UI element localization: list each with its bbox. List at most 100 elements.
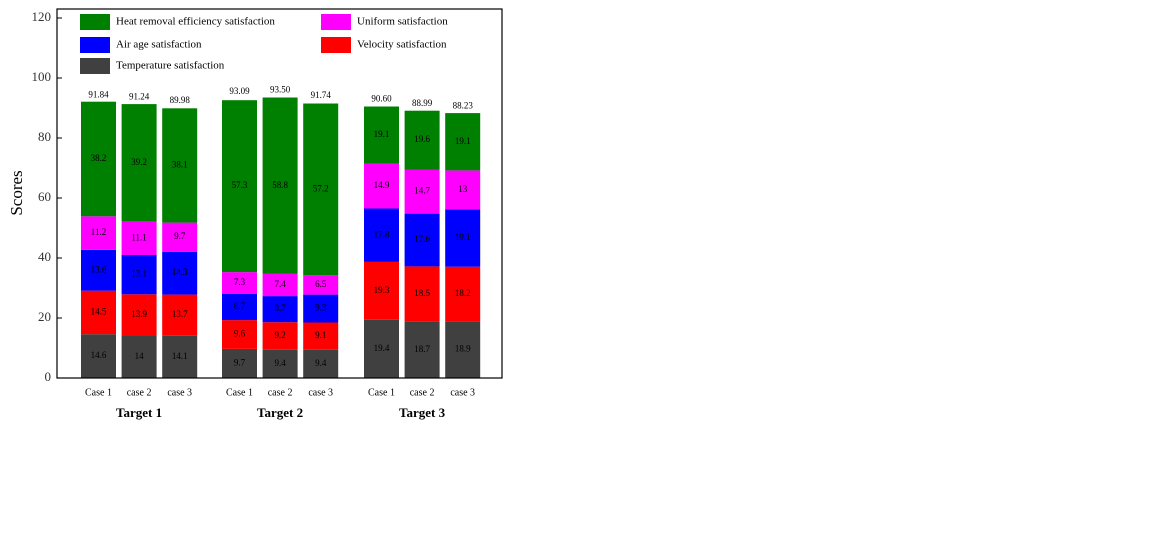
bar-segment — [262, 97, 298, 274]
bar-segment — [364, 163, 399, 209]
legend-label: Heat removal efficiency satisfaction — [116, 16, 275, 28]
segment-label: 9.3 — [315, 303, 327, 313]
bar-segment — [162, 294, 198, 336]
bar-segment — [404, 169, 440, 214]
y-tick-label: 0 — [45, 369, 52, 384]
segment-label: 9.7 — [234, 358, 246, 368]
y-axis-label: Scores — [7, 170, 26, 215]
segment-label: 13.6 — [91, 264, 107, 274]
x-tick-label: Case 1 — [85, 387, 112, 398]
group-label: Target 3 — [399, 405, 446, 420]
x-tick-label: case 2 — [127, 387, 152, 398]
segment-label: 7.3 — [234, 277, 246, 287]
segment-label: 18.2 — [455, 288, 471, 298]
segment-label: 13.1 — [131, 269, 147, 279]
bar-segment — [364, 261, 399, 320]
bar-segment — [81, 249, 116, 291]
legend-label: Temperature satisfaction — [116, 60, 225, 72]
segment-label: 39.2 — [131, 157, 147, 167]
legend-label: Velocity satisfaction — [357, 39, 447, 51]
total-label: 91.24 — [129, 91, 150, 101]
bar-segment — [303, 322, 339, 350]
segment-label: 17.6 — [414, 234, 430, 244]
segment-label: 14.7 — [414, 186, 430, 196]
bar-segment — [262, 296, 298, 323]
x-tick-label: case 3 — [308, 387, 333, 398]
bar-segment — [222, 294, 257, 321]
bar-segment — [364, 319, 399, 378]
y-tick-label: 40 — [38, 249, 51, 264]
segment-label: 19.4 — [374, 343, 390, 353]
x-tick-label: Case 1 — [226, 387, 253, 398]
x-tick-label: case 3 — [167, 387, 192, 398]
segment-label: 9.2 — [274, 330, 285, 340]
segment-label: 19.3 — [374, 285, 390, 295]
total-label: 91.84 — [88, 90, 109, 100]
segment-label: 9.7 — [174, 231, 186, 241]
bar-segment — [262, 273, 298, 297]
bar-segment — [222, 348, 257, 378]
segment-label: 7.4 — [274, 279, 286, 289]
x-tick-label: case 3 — [450, 387, 475, 398]
segment-label: 38.2 — [91, 153, 107, 163]
group-label: Target 2 — [257, 405, 303, 420]
bar-segment — [121, 294, 157, 336]
segment-label: 57.2 — [313, 183, 329, 193]
segment-label: 11.1 — [131, 232, 146, 242]
segment-label: 14.1 — [172, 351, 188, 361]
y-tick-label: 60 — [38, 189, 51, 204]
segment-label: 38.1 — [172, 160, 188, 170]
segment-label: 57.3 — [232, 180, 248, 190]
segment-label: 14.5 — [91, 307, 107, 317]
segment-label: 18.5 — [414, 288, 430, 298]
bar-segment — [81, 216, 116, 250]
group-label: Target 1 — [116, 405, 162, 420]
bar-segment — [222, 100, 257, 273]
segment-label: 14.9 — [374, 180, 390, 190]
bar-segment — [404, 213, 440, 267]
bar-segment — [445, 321, 481, 378]
total-label: 93.50 — [270, 85, 291, 95]
bar-segment — [121, 255, 157, 295]
segment-label: 13.7 — [172, 309, 188, 319]
legend-label: Air age satisfaction — [116, 39, 202, 51]
y-tick-label: 100 — [32, 69, 52, 84]
bar-segment — [303, 275, 339, 295]
x-tick-label: case 2 — [410, 387, 435, 398]
bar-segment — [404, 321, 440, 378]
segment-label: 19.1 — [374, 129, 390, 139]
bar-segment — [222, 320, 257, 349]
bar-segment — [404, 110, 440, 170]
segment-label: 58.8 — [272, 180, 288, 190]
segment-label: 18.7 — [414, 344, 430, 354]
bar-segment — [121, 336, 157, 378]
legend-swatch — [321, 37, 351, 53]
bar-segment — [81, 290, 116, 335]
bar-segment — [445, 113, 481, 171]
bar-segment — [121, 104, 157, 222]
bar-segment — [162, 108, 198, 223]
bar-segment — [445, 170, 481, 210]
bar-segment — [364, 208, 399, 262]
bar-segment — [445, 209, 481, 267]
total-label: 91.74 — [311, 90, 332, 100]
segment-label: 17.8 — [374, 229, 390, 239]
segment-label: 18.9 — [455, 344, 471, 354]
y-tick-label: 80 — [38, 129, 51, 144]
total-label: 89.98 — [170, 95, 191, 105]
segment-label: 8.7 — [234, 301, 246, 311]
segment-label: 9.4 — [315, 358, 327, 368]
segment-label: 9.4 — [274, 358, 286, 368]
bar-segment — [81, 101, 116, 217]
y-tick-label: 20 — [38, 309, 51, 324]
bar-segment — [262, 322, 298, 350]
y-tick-label: 120 — [32, 9, 52, 24]
x-tick-label: case 2 — [268, 387, 293, 398]
total-label: 90.60 — [371, 93, 392, 103]
segment-label: 19.1 — [455, 232, 471, 242]
segment-label: 9.6 — [234, 329, 246, 339]
segment-label: 9.1 — [315, 330, 326, 340]
bar-segment — [222, 272, 257, 294]
